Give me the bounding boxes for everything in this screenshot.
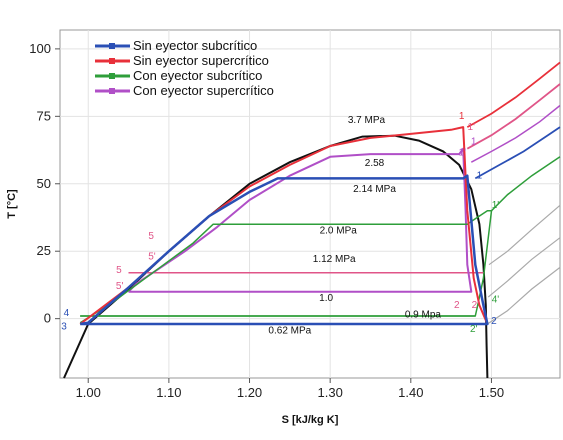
state-point-label: 2' <box>470 324 478 335</box>
state-point-label: 4 <box>64 308 70 319</box>
state-point-label: 1 <box>477 170 483 181</box>
isobar-line-0 <box>466 61 561 128</box>
legend-label: Con eyector supercrítico <box>133 83 274 98</box>
pressure-label: 3.7 MPa <box>348 115 386 126</box>
y-tick-label: 0 <box>44 311 51 326</box>
pressure-label: 0.9 Mpa <box>405 309 442 320</box>
x-tick-label: 1.10 <box>156 385 181 400</box>
state-point-label: 5' <box>116 281 124 292</box>
x-tick-label: 1.30 <box>318 385 343 400</box>
legend-marker <box>109 88 115 94</box>
series-line-2 <box>79 209 493 324</box>
legend-label: Sin eyector supercrítico <box>133 53 269 68</box>
state-point-label: 1' <box>492 200 500 211</box>
state-point-label: 1 <box>459 111 465 122</box>
pressure-label: 1.12 MPa <box>313 254 356 265</box>
state-point-label: 2 <box>491 316 497 327</box>
x-tick-label: 1.00 <box>76 385 101 400</box>
pressure-label: 0.62 MPa <box>268 325 311 336</box>
isobars <box>466 61 561 325</box>
pressure-label: 2.14 MPa <box>353 184 396 195</box>
state-point-label: 1' <box>459 147 467 158</box>
state-point-label: 1 <box>471 137 477 148</box>
series-line-0 <box>79 174 489 326</box>
legend-label: Sin eyector subcrítico <box>133 38 257 53</box>
isobar-line-1 <box>466 83 561 150</box>
isobar-line-2 <box>470 104 561 163</box>
legend-marker <box>109 58 115 64</box>
isobar-line-3 <box>474 126 561 180</box>
pressure-label: 2.58 <box>365 158 385 169</box>
y-axis-label: T [°C] <box>6 189 18 219</box>
y-tick-label: 50 <box>37 176 51 191</box>
state-point-label: 5 <box>148 231 154 242</box>
isobar-line-7 <box>487 266 561 325</box>
state-point-label: 3 <box>61 321 67 332</box>
series-line-3 <box>127 147 473 293</box>
y-tick-label: 75 <box>37 108 51 123</box>
x-tick-label: 1.40 <box>398 385 423 400</box>
state-point-label: 4' <box>492 294 500 305</box>
x-tick-label: 1.20 <box>237 385 262 400</box>
grid <box>60 30 560 378</box>
pressure-label: 1.0 <box>319 293 333 304</box>
isobar-line-6 <box>487 237 561 298</box>
state-point-label: 1' <box>468 122 476 133</box>
legend-label: Con eyector subcrítico <box>133 68 262 83</box>
legend-marker <box>109 73 115 79</box>
y-tick-label: 25 <box>37 243 51 258</box>
state-point-label: 5 <box>116 265 122 276</box>
isobar-line-4 <box>490 156 561 212</box>
state-point-label: 2 <box>454 300 460 311</box>
pressure-labels: 3.7 MPa 2.58 2.14 MPa 2.0 MPa 1.12 MPa 1.0 0.9… <box>268 115 441 336</box>
y-tick-label: 100 <box>29 41 51 56</box>
legend-marker <box>109 43 115 49</box>
pressure-label: 2.0 MPa <box>320 226 358 237</box>
state-point-labels: 11'11'11'55'55'432 2'22'4' <box>61 111 499 335</box>
plot-frame <box>59 29 561 379</box>
x-tick-label: 1.50 <box>479 385 504 400</box>
x-axis-label: S [kJ/kg K] <box>282 414 339 426</box>
plot-area <box>59 29 561 379</box>
cycles <box>79 126 493 326</box>
state-point-label: 5' <box>148 251 156 262</box>
isobar-line-5 <box>488 204 561 266</box>
state-point-label: 2' <box>472 300 480 311</box>
